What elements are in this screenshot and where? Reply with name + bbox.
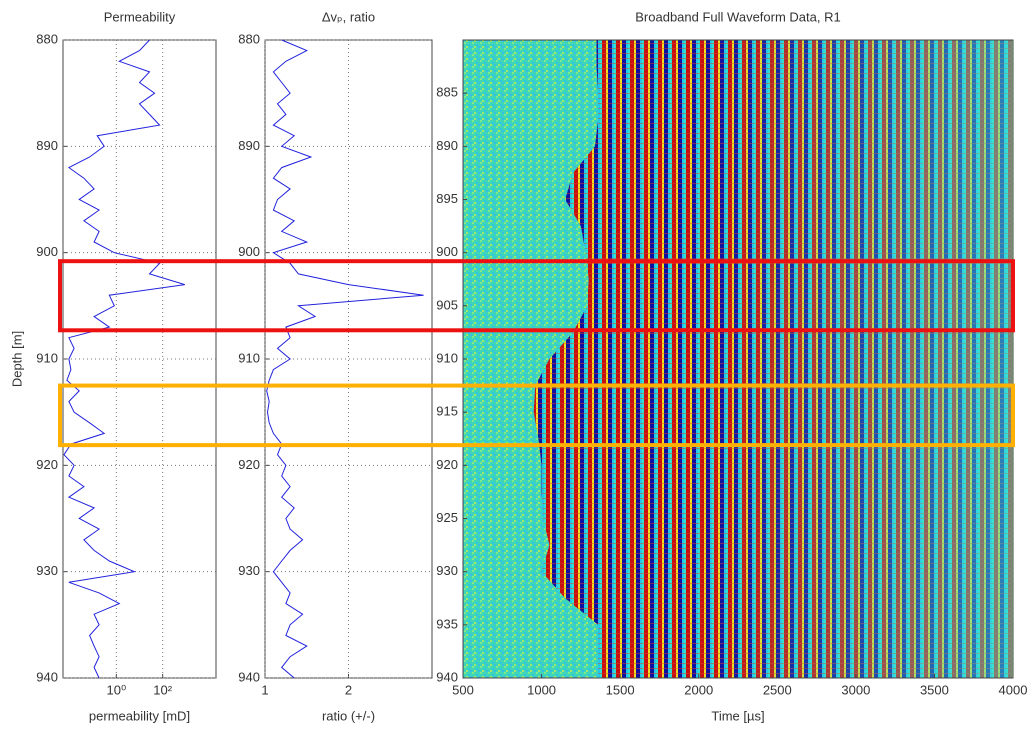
x-tick-label: 3500 (920, 682, 949, 697)
y-tick-label: 895 (436, 191, 458, 206)
y-tick-label: 910 (36, 350, 58, 365)
y-tick-label: 900 (36, 244, 58, 259)
y-tick-label: 940 (36, 669, 58, 684)
x-tick-label: 1500 (606, 682, 635, 697)
y-tick-label: 920 (238, 457, 260, 472)
y-tick-label: 880 (36, 31, 58, 46)
y-tick-label: 885 (436, 85, 458, 100)
y-tick-label: 920 (436, 457, 458, 472)
y-tick-label: 900 (436, 244, 458, 259)
y-tick-label: 920 (36, 457, 58, 472)
highlight-box (58, 259, 1015, 333)
y-tick-label: 940 (436, 669, 458, 684)
x-tick-label: 1000 (527, 682, 556, 697)
log-curve (63, 39, 185, 679)
x-tick-label: 10⁰ (106, 682, 126, 697)
x-axis-label: Time [µs] (711, 708, 764, 723)
y-tick-label: 890 (238, 138, 260, 153)
x-tick-label: 10² (153, 682, 172, 697)
y-tick-label: 905 (436, 297, 458, 312)
y-tick-label: 925 (436, 510, 458, 525)
y-tick-label: 915 (436, 404, 458, 419)
y-tick-label: 910 (436, 350, 458, 365)
panel-title: Broadband Full Waveform Data, R1 (635, 9, 840, 24)
log-curve (266, 39, 424, 679)
y-tick-label: 930 (238, 563, 260, 578)
y-tick-label: 935 (436, 616, 458, 631)
x-tick-label: 500 (452, 682, 474, 697)
y-tick-label: 900 (238, 244, 260, 259)
panel-title: Δvₚ, ratio (322, 9, 375, 24)
y-axis-label: Depth [m] (9, 331, 24, 387)
panel-title: Permeability (104, 9, 176, 24)
y-tick-label: 880 (238, 31, 260, 46)
y-tick-label: 890 (36, 138, 58, 153)
x-tick-label: 4000 (999, 682, 1028, 697)
x-tick-label: 3000 (841, 682, 870, 697)
x-axis-label: permeability [mD] (89, 708, 190, 723)
y-tick-label: 930 (436, 563, 458, 578)
y-tick-label: 930 (36, 563, 58, 578)
y-tick-label: 910 (238, 350, 260, 365)
y-tick-label: 890 (436, 138, 458, 153)
highlight-box (58, 383, 1015, 448)
x-axis-label: ratio (+/-) (322, 708, 375, 723)
waveform-fade (463, 40, 1013, 678)
x-tick-label: 1 (261, 682, 268, 697)
x-tick-label: 2 (345, 682, 352, 697)
x-tick-label: 2500 (763, 682, 792, 697)
y-tick-label: 940 (238, 669, 260, 684)
x-tick-label: 2000 (684, 682, 713, 697)
